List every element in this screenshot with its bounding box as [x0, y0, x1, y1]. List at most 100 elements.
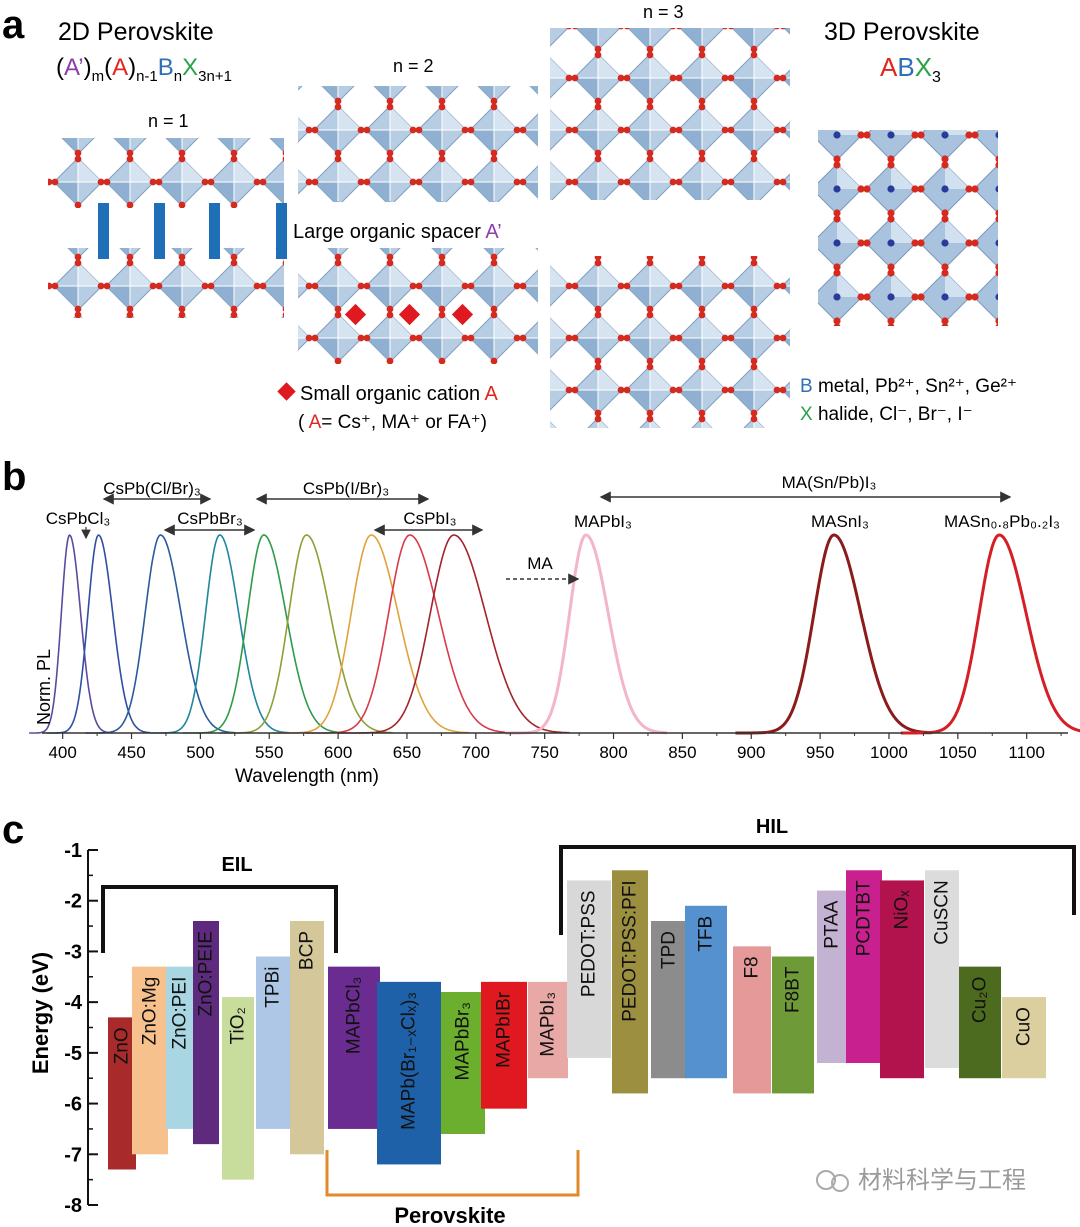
energy-bar: [959, 966, 1001, 1079]
energy-bar: [817, 890, 847, 1063]
pl-peak: [272, 534, 469, 734]
perovskite-bracket: [325, 1150, 580, 1197]
label-masni3: MASnI₃: [811, 512, 869, 531]
energy-bar: [108, 1017, 136, 1170]
energy-bar: [290, 921, 324, 1155]
energy-bar: [222, 997, 254, 1180]
x-site-legend: X halide, Cl⁻, Br⁻, I⁻: [800, 404, 973, 425]
pl-curves: [29, 533, 1080, 735]
x-tick-label: 1100: [1008, 743, 1045, 762]
label-cspb-ibr: CsPb(I/Br)₃: [303, 479, 389, 498]
energy-bar-label: TPD: [659, 931, 680, 969]
energy-bar: [166, 966, 194, 1129]
energy-bars: ZnO ZnO:Mg ZnO:PEI ZnO:PEIE TiO₂ TPBi BCP MAPbC…: [108, 870, 1046, 1180]
x-tick-label: 850: [668, 743, 696, 762]
energy-bar: [441, 992, 485, 1134]
n2-octahedra-bottom: [298, 248, 538, 364]
energy-bar-label: CuO: [1014, 1007, 1035, 1046]
label-cspbcl3: CsPbCl₃: [46, 509, 111, 528]
pl-peak: [505, 533, 667, 735]
label-cspbbr3: CsPbBr₃: [177, 509, 243, 528]
panel-a-structures: a 2D Perovskite (A’)m(A)n-1BnX3n+1 n = 1…: [2, 2, 1017, 433]
energy-bar: [772, 956, 814, 1094]
energy-bar-label: BCP: [297, 931, 318, 970]
energy-bar-label: PEDOT:PSS: [579, 890, 600, 997]
eil-label: EIL: [221, 854, 252, 876]
panel-b-letter: b: [2, 455, 26, 499]
n3-octahedra-bottom: [550, 256, 790, 428]
x-tick-label: 1050: [939, 743, 977, 762]
spacer-bar: [154, 203, 165, 259]
y-tick-label: -4: [64, 992, 83, 1014]
panel-c-letter: c: [2, 808, 24, 852]
x-tick-label: 900: [737, 743, 765, 762]
energy-bar-label: CuSCN: [932, 880, 953, 944]
x-tick-label: 550: [255, 743, 283, 762]
x-tick-label: 450: [117, 743, 145, 762]
b-site-legend: B metal, Pb²⁺, Sn²⁺, Ge²⁺: [800, 376, 1017, 397]
energy-bar-label: ZnO:Mg: [140, 977, 161, 1046]
y-tick-label: -6: [64, 1094, 82, 1116]
energy-bar: [528, 981, 568, 1079]
label-cspb-clbr: CsPb(Cl/Br)₃: [103, 479, 201, 498]
energy-bar: [925, 870, 959, 1069]
3d-octahedra: [818, 130, 998, 326]
energy-bar-label: ZnO:PEIE: [196, 931, 217, 1017]
x-tick-label: 950: [806, 743, 834, 762]
pl-xlabel: Wavelength (nm): [235, 766, 379, 787]
watermark: 材料科学与工程: [816, 1166, 1026, 1194]
energy-bar-label: PEDOT:PSS:PFI: [620, 880, 641, 1021]
energy-bar-label: PCDTBT: [854, 880, 875, 956]
pl-ylabel: Norm. PL: [34, 649, 54, 725]
energy-bar-label: MAPbCl₃: [344, 977, 365, 1054]
pl-peak: [900, 533, 1080, 735]
panel-c-energy-levels: c -1 -2 -3 -4 -5 -6 -7 -8 Energy (eV) ZnO ZnO:Mg…: [2, 808, 1076, 1227]
pl-peak: [85, 534, 236, 734]
energy-bar: [685, 905, 727, 1079]
energy-bar-label: PTAA: [822, 900, 843, 949]
x-tick-label: 700: [462, 743, 490, 762]
energy-bar-label: ZnO:PEI: [170, 977, 191, 1050]
x-tick-label: 800: [599, 743, 627, 762]
title-3d: 3D Perovskite: [824, 18, 980, 46]
watermark-text: 材料科学与工程: [858, 1166, 1026, 1194]
energy-bar: [256, 956, 290, 1129]
label-masnpb: MASn₀.₈Pb₀.₂I₃: [944, 512, 1060, 531]
spacer-bar: [98, 203, 109, 259]
energy-bar: [567, 880, 611, 1058]
energy-bar-label: MAPbIBr: [494, 991, 515, 1068]
pl-peak: [46, 534, 151, 734]
energy-bar: [377, 981, 441, 1165]
wechat-icon: [816, 1170, 836, 1190]
energy-bar: [1002, 997, 1046, 1079]
x-tick-label: 600: [324, 743, 352, 762]
energy-bar-label: TiO₂: [228, 1007, 249, 1044]
wechat-icon: [831, 1174, 849, 1192]
x-tick-label: 400: [48, 743, 76, 762]
pl-x-axis: 400 450 500 550 600 650 700 750 800 850 900 950 1000…: [42, 732, 1068, 762]
energy-bar: [651, 921, 687, 1079]
energy-bar-label: Cu₂O: [970, 977, 991, 1023]
energy-ylabel: Energy (eV): [28, 952, 53, 1074]
formula-3d: ABX3: [880, 52, 941, 86]
y-tick-label: -7: [64, 1144, 82, 1166]
energy-bar: [612, 870, 648, 1094]
title-2d: 2D Perovskite: [58, 18, 214, 46]
pl-peak: [219, 534, 393, 734]
energy-bar-label: TFB: [696, 916, 717, 952]
y-tick-label: -5: [64, 1043, 82, 1065]
x-tick-label: 1000: [870, 743, 908, 762]
hil-bracket: [559, 845, 1076, 935]
panel-b-pl-spectra: b 400 450 500 550 600 650 700 750 800 850 900 950 10…: [2, 455, 1080, 787]
label-mapbi3: MAPbI₃: [574, 512, 632, 531]
n2-label: n = 2: [393, 56, 434, 76]
pl-peak: [182, 534, 345, 734]
n2-octahedra-top: [298, 86, 538, 202]
energy-bar-label: MAPbBr₃: [453, 1002, 474, 1080]
cation-examples: ( A= Cs⁺, MA⁺ or FA⁺): [298, 412, 487, 433]
pl-peak: [150, 534, 290, 734]
energy-bar: [880, 880, 924, 1079]
pl-peak: [305, 534, 514, 734]
formula-2d: (A’)m(A)n-1BnX3n+1: [56, 54, 232, 85]
cation-legend-diamond: [277, 382, 296, 401]
